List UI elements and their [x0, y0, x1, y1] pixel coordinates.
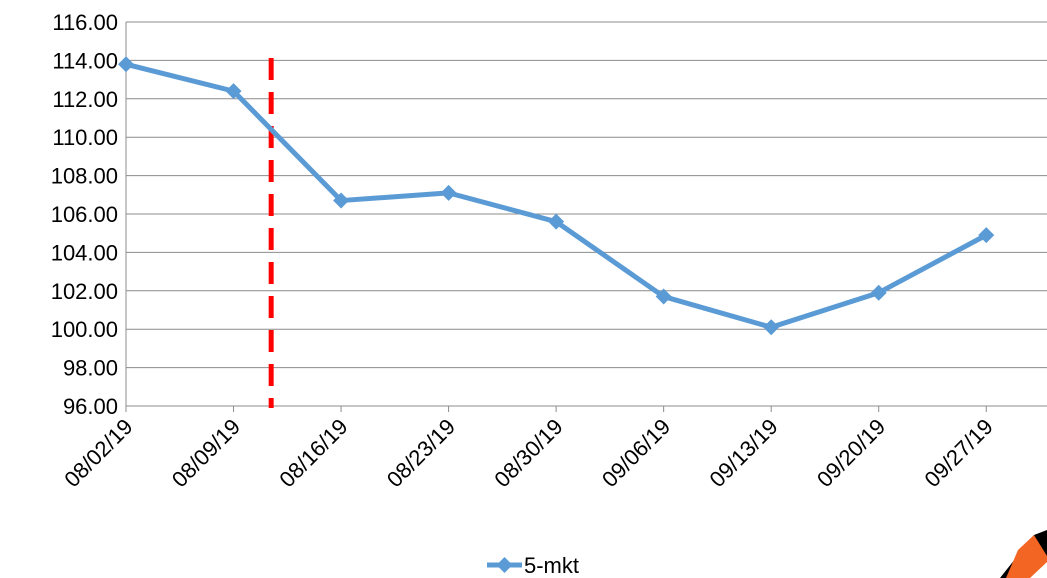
brand-logo-icon: [1000, 530, 1047, 578]
gridlines: [126, 21, 1047, 369]
x-tick-label: 08/30/19: [489, 414, 567, 492]
series-point: [118, 56, 134, 73]
series-point: [655, 288, 672, 305]
x-tick-label: 08/02/19: [59, 414, 137, 492]
y-tick-label: 102.00: [51, 279, 118, 304]
series-point: [225, 83, 242, 100]
x-tick-label: 09/06/19: [597, 414, 675, 492]
y-tick-label: 112.00: [52, 87, 118, 112]
series-point: [333, 192, 350, 209]
series-point: [763, 319, 780, 336]
x-tick-label: 08/16/19: [274, 414, 352, 492]
legend-marker: [496, 557, 513, 573]
x-tick-label: 09/13/19: [704, 414, 782, 492]
logo-orange-shape: [1006, 535, 1047, 578]
y-tick-label: 106.00: [51, 202, 118, 227]
series-point: [978, 227, 995, 244]
y-tick-label: 108.00: [51, 164, 118, 189]
x-tick-label: 08/23/19: [382, 414, 460, 492]
logo-white-cut: [1030, 562, 1047, 578]
legend: 5-mkt: [487, 553, 579, 578]
y-tick-label: 104.00: [51, 240, 118, 265]
series-point: [870, 284, 887, 301]
y-tick-label: 116.00: [52, 10, 118, 35]
x-tick-label: 09/27/19: [920, 414, 998, 492]
legend-label: 5-mkt: [524, 553, 579, 578]
y-axis-tick-labels: 96.00 98.00 100.00 102.00 104.00 106.00 108.00…: [51, 10, 118, 419]
y-tick-label: 96.00: [63, 394, 118, 419]
series-point: [440, 184, 457, 201]
y-tick-label: 98.00: [63, 356, 118, 381]
x-tick-label: 08/09/19: [167, 414, 245, 492]
y-tick-label: 110.00: [52, 125, 118, 150]
x-tick-label: 09/20/19: [812, 414, 890, 492]
y-tick-label: 100.00: [51, 317, 118, 342]
y-tick-label: 114.00: [52, 48, 118, 73]
series-point: [548, 213, 565, 230]
series-line: [125, 61, 988, 330]
series-group: [118, 56, 995, 336]
x-axis-tick-labels: 08/02/19 08/09/19 08/16/19 08/23/19 08/30/19…: [59, 414, 997, 492]
axes: [125, 22, 1047, 412]
